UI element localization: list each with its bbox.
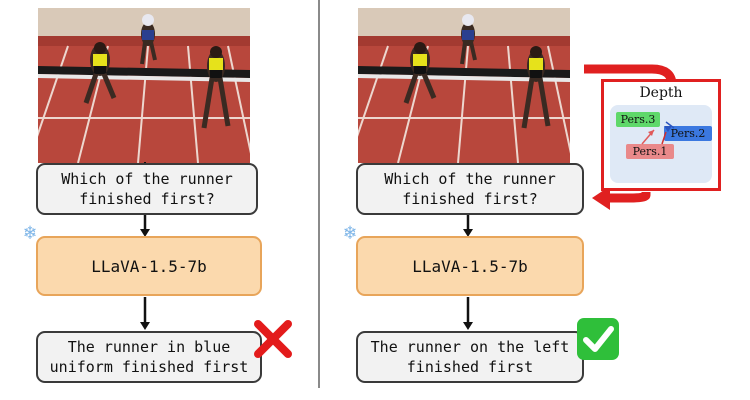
right-model-box: LLaVA-1.5-7b: [356, 236, 584, 296]
left-arrow-to-model: [140, 215, 150, 237]
right-answer-box: The runner on the left finished first: [356, 331, 584, 383]
left-race-photo: [38, 8, 250, 163]
right-model-label: LLaVA-1.5-7b: [412, 256, 528, 276]
left-arrow-to-answer: [140, 297, 150, 330]
left-frozen-snowflake-icon: ❄: [24, 220, 37, 244]
left-model-box: LLaVA-1.5-7b: [36, 236, 262, 296]
left-answer-text: The runner in blue uniform finished firs…: [49, 338, 249, 376]
right-frozen-snowflake-icon: ❄: [344, 220, 357, 244]
left-answer-box: The runner in blue uniform finished firs…: [36, 331, 262, 383]
depth-label-pers2: Pers.2: [664, 126, 712, 141]
panel-divider: [318, 0, 320, 388]
left-model-label: LLaVA-1.5-7b: [91, 256, 207, 276]
right-arrow-to-answer: [463, 297, 473, 330]
depth-map-panel: Depth Pers.3 Pers.2 Pers.1: [601, 79, 721, 191]
left-question-text: Which of the runner finished first?: [61, 170, 233, 208]
right-question-box: Which of the runner finished first?: [356, 163, 584, 215]
cross-mark-icon: [254, 320, 292, 358]
depth-title: Depth: [639, 85, 683, 101]
right-question-text: Which of the runner finished first?: [384, 170, 556, 208]
depth-relation-arrows: [641, 121, 675, 145]
depth-label-pers3: Pers.3: [616, 112, 660, 127]
right-answer-text: The runner on the left finished first: [370, 338, 570, 376]
right-arrow-to-model: [463, 215, 473, 237]
depth-label-pers1: Pers.1: [626, 144, 674, 159]
check-mark-icon: [577, 318, 619, 360]
right-race-photo: [358, 8, 570, 163]
left-question-box: Which of the runner finished first?: [36, 163, 258, 215]
